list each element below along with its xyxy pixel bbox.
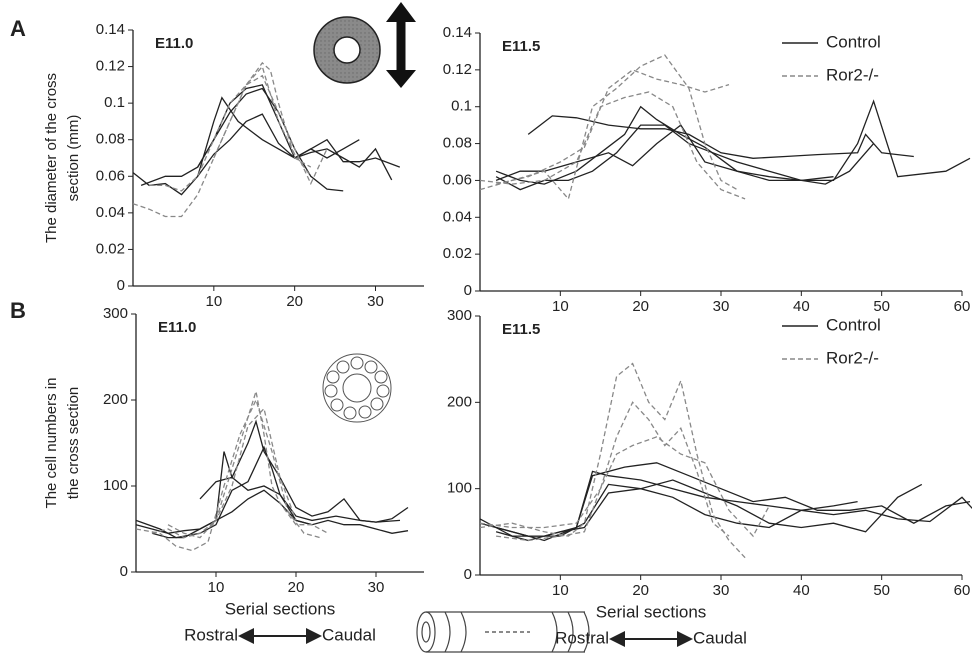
cell-ring-icon <box>322 353 392 423</box>
x-tick-label: 10 <box>205 293 222 310</box>
data-line <box>496 401 730 542</box>
y-axis-label: the cross section <box>65 387 82 500</box>
data-line <box>149 74 328 192</box>
legend-label: Control <box>826 32 881 51</box>
x-tick-label: 30 <box>368 579 385 596</box>
y-tick-label: 0 <box>464 566 472 583</box>
data-line <box>479 54 738 201</box>
y-tick-label: 0.04 <box>96 204 125 221</box>
data-line <box>479 91 746 200</box>
data-line <box>132 65 312 218</box>
data-line <box>213 61 312 168</box>
y-tick-label: 0.06 <box>443 171 472 188</box>
data-line <box>197 113 360 177</box>
data-line <box>132 96 393 196</box>
data-line <box>135 419 409 534</box>
y-axis-label: The diameter of the cross <box>43 73 60 243</box>
data-line <box>495 105 875 185</box>
x-tick-label: 10 <box>552 582 569 599</box>
data-line <box>495 124 834 182</box>
direction-label: Caudal <box>693 628 747 647</box>
data-line <box>479 436 770 538</box>
y-axis-label: section (mm) <box>65 115 82 202</box>
data-line <box>479 462 971 542</box>
y-tick-label: 0.08 <box>96 131 125 148</box>
x-tick-label: 30 <box>713 298 730 315</box>
data-line <box>167 407 297 539</box>
legend-label: Ror2-/- <box>826 348 879 367</box>
y-tick-label: 0.1 <box>451 98 472 115</box>
x-tick-label: 50 <box>873 298 890 315</box>
y-tick-label: 0.06 <box>96 167 125 184</box>
data-line <box>135 445 409 539</box>
y-tick-label: 0.12 <box>96 58 125 75</box>
x-tick-label: 20 <box>288 579 305 596</box>
y-tick-label: 200 <box>103 391 128 408</box>
panel-title: E11.5 <box>502 38 540 55</box>
x-tick-label: 30 <box>713 582 730 599</box>
legend-label: Control <box>826 315 881 334</box>
y-tick-label: 0.04 <box>443 208 472 225</box>
y-tick-label: 0.02 <box>96 240 125 257</box>
y-axis-label: The cell numbers in <box>43 378 60 509</box>
y-tick-label: 200 <box>447 393 472 410</box>
y-tick-label: 300 <box>103 305 128 322</box>
y-tick-label: 0 <box>117 277 125 294</box>
direction-label: Caudal <box>322 625 376 644</box>
panel-title: E11.5 <box>502 321 540 338</box>
y-tick-label: 100 <box>447 480 472 497</box>
x-tick-label: 60 <box>954 582 971 599</box>
y-tick-label: 0.12 <box>443 61 472 78</box>
y-tick-label: 0.02 <box>443 245 472 262</box>
data-line <box>479 362 746 559</box>
y-tick-label: 300 <box>447 307 472 324</box>
data-line <box>140 84 401 187</box>
x-tick-label: 40 <box>793 298 810 315</box>
data-line <box>151 489 313 539</box>
x-tick-label: 50 <box>873 582 890 599</box>
panel-title: E11.0 <box>158 319 196 336</box>
y-tick-label: 0 <box>120 563 128 580</box>
data-line <box>495 69 730 185</box>
data-line <box>495 479 923 537</box>
y-tick-label: 0.08 <box>443 135 472 152</box>
data-line <box>151 391 329 539</box>
tube-icon <box>416 611 590 653</box>
direction-label: Rostral <box>555 628 609 647</box>
y-tick-label: 0 <box>464 282 472 299</box>
panel-title: E11.0 <box>155 35 193 52</box>
data-line <box>495 488 858 542</box>
legend-label: Ror2-/- <box>826 65 879 84</box>
x-axis-label: Serial sections <box>596 602 707 621</box>
x-tick-label: 20 <box>286 293 303 310</box>
x-tick-label: 10 <box>208 579 225 596</box>
data-line <box>197 87 344 192</box>
x-tick-label: 40 <box>793 582 810 599</box>
x-tick-label: 10 <box>552 298 569 315</box>
y-tick-label: 0.14 <box>443 24 472 41</box>
y-tick-label: 100 <box>103 477 128 494</box>
x-tick-label: 30 <box>367 293 384 310</box>
data-line <box>199 476 401 523</box>
panel-letter: A <box>10 16 26 41</box>
panel-letter: B <box>10 298 26 323</box>
x-tick-label: 20 <box>632 582 649 599</box>
y-tick-label: 0.14 <box>96 21 125 38</box>
x-tick-label: 60 <box>954 298 971 315</box>
x-axis-label: Serial sections <box>225 599 336 618</box>
y-tick-label: 0.1 <box>104 94 125 111</box>
data-line <box>527 115 914 159</box>
direction-label: Rostral <box>184 625 238 644</box>
data-line <box>495 99 971 191</box>
x-tick-label: 20 <box>632 298 649 315</box>
data-line <box>135 398 321 552</box>
cross-section-icon <box>313 2 416 88</box>
